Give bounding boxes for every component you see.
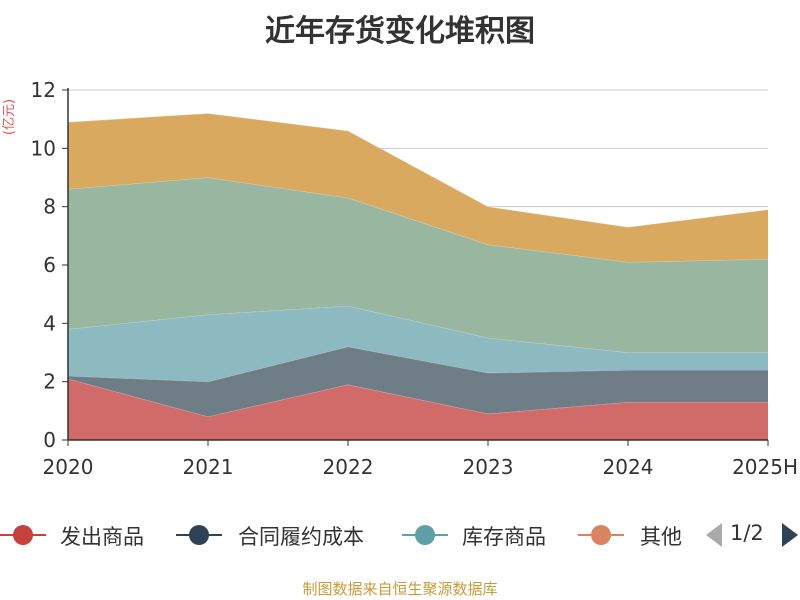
area-series-4 — [68, 113, 768, 263]
area-series-edge-4 — [67, 112, 769, 228]
chart-title: 近年存货变化堆积图 — [265, 14, 535, 49]
legend-prev-arrow-icon[interactable] — [706, 523, 722, 547]
y-tick-label: 0 — [43, 428, 56, 452]
legend-label: 库存商品 — [462, 525, 546, 549]
legend-pager: 1/2 — [700, 515, 800, 555]
y-tick-label: 6 — [43, 253, 56, 277]
x-tick-label: 2023 — [463, 455, 514, 479]
legend-dot-icon — [13, 525, 33, 545]
y-axis-label: (亿元) — [2, 99, 17, 135]
legend: 发出商品 合同履约成本 库存商品 其他 — [0, 515, 800, 555]
x-tick-label: 2024 — [603, 455, 654, 479]
legend-dot-icon — [415, 525, 435, 545]
area-series-0 — [68, 378, 768, 440]
y-tick-label: 4 — [43, 311, 56, 335]
y-tick-label: 8 — [43, 195, 56, 219]
source-note: 制图数据来自恒生聚源数据库 — [302, 580, 498, 598]
legend-dot-icon — [591, 525, 611, 545]
legend-dot-icon — [189, 525, 209, 545]
x-tick-label: 2025H — [732, 455, 798, 479]
x-tick-label: 2022 — [323, 455, 374, 479]
y-tick-label: 2 — [43, 370, 56, 394]
x-tick-label: 2020 — [43, 455, 94, 479]
legend-next-arrow-icon[interactable] — [782, 523, 798, 547]
axes: 0 2 4 6 8 10 12 2020 2021 2022 2023 2024 2025H — [31, 78, 798, 479]
area-series-2 — [68, 305, 768, 382]
legend-label: 发出商品 — [60, 525, 144, 549]
y-tick-label: 12 — [31, 78, 56, 102]
x-tick-label: 2021 — [183, 455, 234, 479]
y-tick-label: 10 — [31, 136, 56, 160]
stacked-areas — [67, 112, 769, 440]
legend-label: 其他 — [640, 525, 682, 549]
area-series-3 — [68, 177, 768, 353]
area-series-1 — [68, 346, 768, 417]
legend-label: 合同履约成本 — [238, 525, 364, 549]
legend-page-indicator: 1/2 — [730, 521, 764, 545]
